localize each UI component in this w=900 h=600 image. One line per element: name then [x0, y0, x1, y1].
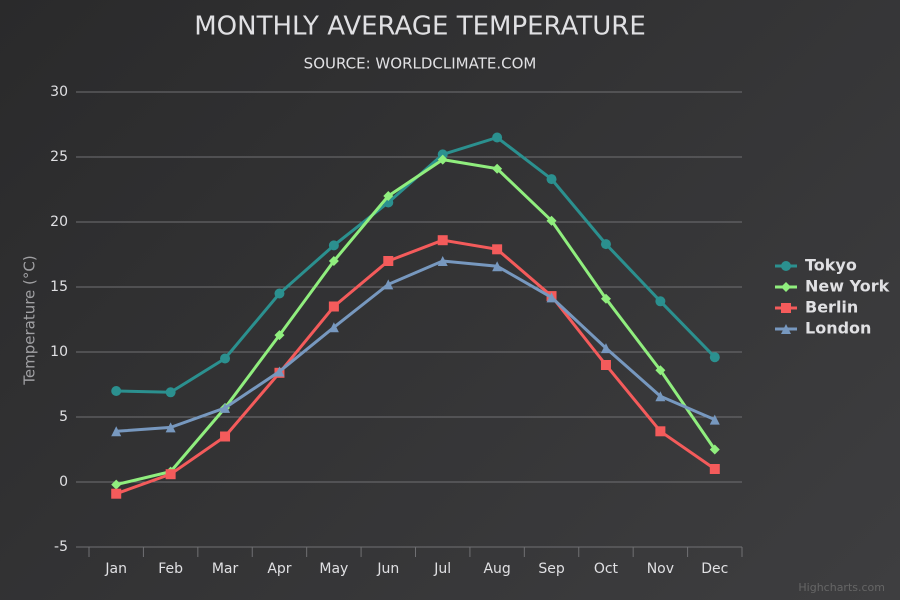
y-tick-label: 15: [50, 279, 68, 295]
data-point: [383, 191, 394, 201]
data-point: [600, 343, 611, 354]
data-point: [709, 444, 720, 455]
data-point: [111, 479, 122, 490]
data-point: [492, 244, 503, 255]
x-tick-label: Apr: [267, 561, 291, 577]
data-point: [655, 365, 666, 376]
data-point: [492, 261, 503, 272]
data-point: [437, 149, 448, 160]
data-point: [165, 422, 176, 433]
chart-subtitle: SOURCE: WORLDCLIMATE.COM: [304, 55, 537, 73]
data-point: [274, 330, 285, 341]
data-point: [328, 322, 339, 333]
data-point: [220, 431, 231, 442]
data-point: [220, 353, 231, 364]
legend-label: New York: [805, 277, 890, 296]
x-tick-label: May: [319, 561, 348, 577]
data-point: [328, 256, 339, 266]
x-tick-label: Dec: [701, 561, 728, 577]
x-tick-label: Oct: [594, 561, 619, 577]
series-line: [115, 158, 717, 487]
y-tick-label: 25: [50, 149, 68, 165]
data-point: [655, 391, 666, 402]
data-point: [492, 132, 503, 143]
credits: Highcharts.com: [798, 581, 885, 594]
x-tick-label: Jul: [433, 561, 451, 577]
chart-title: MONTHLY AVERAGE TEMPERATURE: [194, 12, 646, 42]
data-point: [111, 426, 122, 437]
x-tick-label: Sep: [538, 561, 565, 577]
legend-marker: [781, 303, 791, 313]
data-point: [328, 301, 339, 312]
data-point: [328, 240, 339, 251]
legend-marker: [781, 282, 791, 292]
x-tick-label: Feb: [158, 561, 183, 577]
data-point: [274, 366, 285, 377]
y-tick-label: 10: [50, 344, 68, 360]
data-point: [492, 163, 503, 174]
data-point: [546, 174, 557, 185]
data-point: [709, 352, 720, 363]
data-point: [709, 464, 720, 474]
y-tick-label: -5: [54, 539, 68, 555]
data-point: [655, 296, 666, 307]
x-tick-label: Jan: [104, 561, 127, 577]
y-tick-label: 20: [50, 214, 68, 230]
legend-marker: [781, 324, 791, 334]
data-point: [165, 469, 176, 480]
legend-label: Berlin: [805, 298, 858, 317]
data-point: [600, 239, 611, 250]
data-point: [600, 293, 611, 304]
data-point: [165, 387, 176, 398]
data-point: [111, 386, 122, 396]
data-point: [111, 488, 122, 499]
data-point: [437, 235, 448, 246]
series-line: [115, 238, 716, 496]
data-point: [383, 279, 394, 290]
data-point: [274, 288, 285, 299]
legend-marker: [781, 261, 791, 271]
legend-label: Tokyo: [805, 256, 857, 275]
legend-label: London: [805, 319, 871, 338]
data-point: [709, 414, 720, 425]
data-point: [655, 426, 666, 437]
y-tick-label: 0: [59, 474, 68, 490]
x-tick-label: Nov: [647, 561, 674, 577]
data-point: [383, 256, 394, 266]
data-point: [437, 154, 448, 165]
x-tick-label: Mar: [212, 561, 239, 577]
series-line: [116, 135, 716, 394]
data-point: [546, 215, 557, 226]
x-tick-label: Jun: [376, 561, 399, 577]
y-axis-label: Temperature (°C): [21, 255, 39, 385]
y-tick-label: 5: [59, 409, 68, 425]
y-tick-label: 30: [50, 84, 68, 100]
data-point: [437, 256, 448, 266]
series-line: [116, 259, 716, 433]
x-tick-label: Aug: [483, 561, 510, 577]
data-point: [220, 402, 231, 413]
data-point: [546, 292, 557, 303]
data-point: [600, 360, 611, 370]
